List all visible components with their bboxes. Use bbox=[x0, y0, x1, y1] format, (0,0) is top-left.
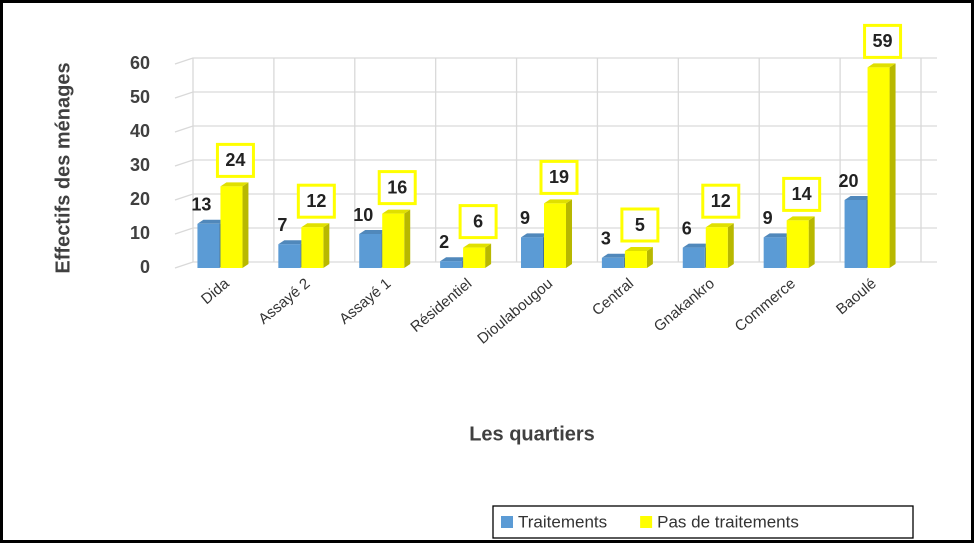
bar-side bbox=[323, 223, 330, 268]
value-label: 20 bbox=[839, 171, 859, 191]
bar-top bbox=[440, 257, 469, 262]
value-label-box bbox=[701, 183, 741, 219]
bar-front bbox=[763, 237, 786, 268]
bar-top bbox=[601, 253, 630, 258]
bar bbox=[382, 209, 411, 268]
legend-label: Traitements bbox=[518, 512, 607, 531]
bar-side bbox=[566, 199, 572, 268]
value-label: 2 bbox=[439, 232, 449, 252]
legend-swatch bbox=[501, 516, 513, 528]
value-label: 59 bbox=[873, 31, 893, 51]
bar-top bbox=[521, 233, 549, 238]
bar-front bbox=[220, 186, 243, 268]
bar-top bbox=[220, 182, 249, 187]
bar-top bbox=[382, 209, 411, 214]
value-label: 5 bbox=[635, 215, 645, 235]
bar-front bbox=[440, 261, 463, 268]
bar-top bbox=[763, 233, 792, 238]
bar-front bbox=[682, 247, 705, 268]
value-label-box bbox=[539, 159, 579, 195]
y-tick-label: 50 bbox=[130, 87, 150, 107]
bar bbox=[301, 223, 330, 268]
bar-top bbox=[786, 216, 815, 221]
bar-front bbox=[463, 247, 486, 268]
value-label: 13 bbox=[191, 195, 211, 215]
value-label: 12 bbox=[306, 191, 326, 211]
bar-front bbox=[544, 203, 566, 268]
bar-top bbox=[197, 219, 226, 224]
bar-front bbox=[278, 244, 301, 268]
bar-side bbox=[242, 182, 249, 268]
bar-front bbox=[786, 220, 809, 268]
bar-side bbox=[485, 243, 492, 268]
value-label: 14 bbox=[792, 184, 812, 204]
bar-side bbox=[889, 63, 896, 269]
bar-top bbox=[544, 199, 572, 204]
value-label: 7 bbox=[277, 215, 287, 235]
value-label: 3 bbox=[601, 229, 611, 249]
bar bbox=[624, 247, 653, 268]
value-label-box bbox=[458, 204, 498, 240]
value-label: 9 bbox=[520, 208, 530, 228]
value-label-box bbox=[377, 170, 417, 206]
value-label-box bbox=[296, 183, 336, 219]
bar-front bbox=[867, 67, 890, 269]
bar-top bbox=[359, 230, 388, 234]
y-axis-title: Effectifs des ménages bbox=[52, 62, 74, 273]
value-label-box bbox=[863, 23, 903, 59]
legend-label: Pas de traitements bbox=[657, 512, 799, 531]
bar bbox=[786, 216, 815, 268]
bar-top bbox=[844, 196, 873, 200]
value-label: 10 bbox=[353, 205, 373, 225]
value-label-box bbox=[215, 142, 255, 178]
bar-side bbox=[646, 247, 653, 268]
bar bbox=[463, 243, 492, 268]
value-label: 24 bbox=[225, 150, 245, 170]
bar-side bbox=[727, 223, 734, 268]
bar-top bbox=[682, 243, 711, 248]
bar-side bbox=[808, 216, 815, 268]
bar-front bbox=[521, 237, 543, 268]
bar-side bbox=[404, 209, 411, 268]
bar-top bbox=[463, 243, 492, 248]
bar-front bbox=[359, 234, 382, 268]
bar-front bbox=[301, 227, 324, 268]
bar-front bbox=[197, 223, 220, 268]
bar-front bbox=[705, 227, 728, 268]
y-tick-label: 10 bbox=[130, 223, 150, 243]
bar bbox=[867, 63, 896, 269]
value-label: 6 bbox=[473, 211, 483, 231]
bar-front bbox=[844, 200, 867, 268]
bar bbox=[220, 182, 249, 268]
y-tick-label: 60 bbox=[130, 53, 150, 73]
y-tick-label: 0 bbox=[140, 257, 150, 277]
y-tick-label: 20 bbox=[130, 189, 150, 209]
y-tick-label: 30 bbox=[130, 155, 150, 175]
bar-top bbox=[867, 63, 896, 68]
bar-front bbox=[624, 251, 647, 268]
bar-front bbox=[601, 257, 624, 268]
legend-swatch bbox=[640, 516, 653, 528]
value-label-box bbox=[782, 176, 822, 212]
bar bbox=[705, 223, 734, 268]
bar-top bbox=[278, 240, 307, 245]
bar-top bbox=[301, 223, 330, 228]
bar-front bbox=[382, 213, 405, 268]
value-label: 9 bbox=[763, 208, 773, 228]
y-tick-label: 40 bbox=[130, 121, 150, 141]
value-label: 6 bbox=[682, 218, 692, 238]
x-axis-title: Les quartiers bbox=[469, 423, 595, 445]
value-label-box bbox=[620, 207, 660, 243]
value-label: 12 bbox=[711, 191, 731, 211]
bar-top bbox=[624, 247, 653, 251]
value-label: 19 bbox=[549, 167, 569, 187]
legend-box bbox=[492, 505, 914, 539]
value-label: 16 bbox=[387, 177, 407, 197]
bar-top bbox=[705, 223, 734, 228]
bar bbox=[544, 199, 572, 268]
